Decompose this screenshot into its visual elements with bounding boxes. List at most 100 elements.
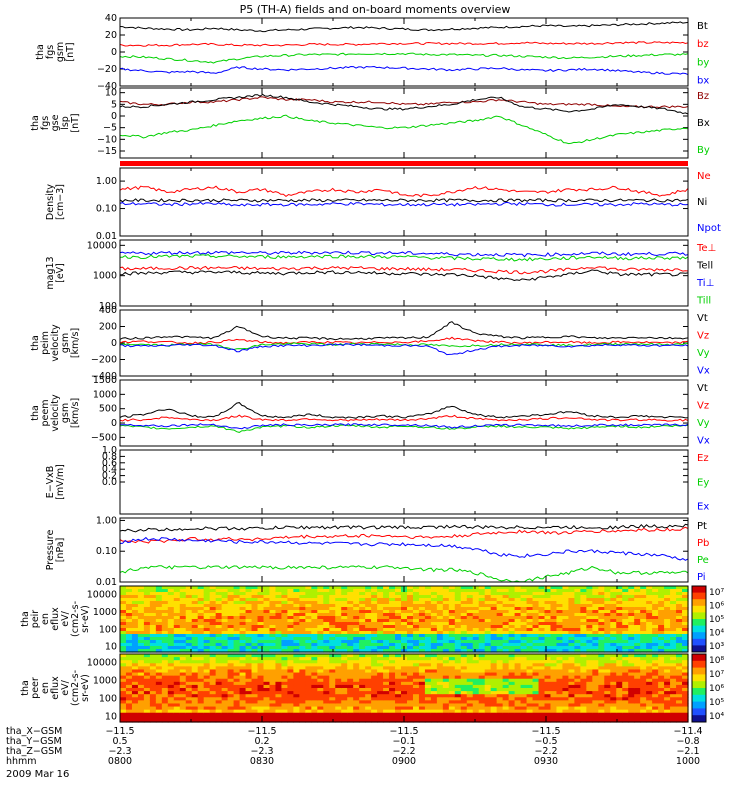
spectrogram-cell (514, 712, 522, 717)
spectrogram-cell (191, 607, 199, 611)
spectrogram-cell (173, 616, 181, 620)
spectrogram-cell (412, 643, 420, 647)
spectrogram-cell (454, 646, 462, 650)
spectrogram-cell (347, 678, 354, 683)
spectrogram-cell (251, 718, 259, 723)
spectrogram-cell (353, 601, 360, 605)
spectrogram-cell (281, 640, 289, 644)
spectrogram-cell (197, 637, 205, 641)
spectrogram-cell (335, 718, 342, 723)
spectrogram-cell (149, 616, 157, 620)
spectrogram-cell (406, 663, 414, 667)
spectrogram-cell (496, 640, 504, 644)
spectrogram-cell (664, 691, 671, 695)
spectrogram-cell (478, 718, 486, 723)
spectrogram-cell (460, 703, 468, 708)
spectrogram-cell (353, 715, 360, 720)
legend-label-Vx: Vx (697, 436, 710, 447)
spectrogram-cell (395, 697, 402, 701)
spectrogram-cell (676, 718, 683, 723)
spectrogram-cell (508, 613, 516, 617)
spectrogram-cell (628, 592, 635, 596)
spectrogram-cell (478, 709, 486, 714)
spectrogram-cell (424, 595, 432, 599)
spectrogram-cell (460, 684, 468, 689)
spectrogram-cell (490, 703, 498, 708)
spectrogram-cell (281, 660, 289, 664)
spectrogram-cell (592, 694, 599, 698)
spectrogram-cell (436, 640, 444, 644)
spectrogram-cell (556, 675, 564, 680)
colorbar-cell (692, 701, 706, 704)
spectrogram-cell (640, 625, 647, 629)
spectrogram-cell (538, 643, 546, 647)
spectrogram-cell (664, 595, 671, 599)
y-tick-label: 100 (99, 301, 117, 312)
colorbar-cell (692, 669, 706, 672)
spectrogram-cell (311, 688, 318, 692)
spectrogram-cell (646, 678, 653, 683)
spectrogram-cell (514, 657, 522, 661)
spectrogram-cell (251, 598, 259, 602)
spectrogram-cell (496, 610, 504, 614)
spectrogram-cell (155, 625, 163, 629)
spectrogram-cell (676, 628, 683, 632)
spectrogram-cell (371, 715, 378, 720)
spectrogram-cell (365, 678, 372, 683)
spectrogram-cell (544, 631, 552, 635)
spectrogram-cell (472, 604, 480, 608)
spectrogram-cell (221, 628, 229, 632)
spectrogram-cell (179, 589, 187, 593)
spectrogram-cell (263, 595, 271, 599)
spectrogram-cell (538, 616, 546, 620)
spectrogram-cell (676, 601, 683, 605)
spectrogram-cell (293, 592, 300, 596)
spectrogram-cell (347, 703, 354, 708)
spectrogram-cell (137, 672, 145, 677)
spectrogram-cell (418, 697, 426, 701)
spectrogram-cell (377, 666, 384, 671)
spectrogram-cell (460, 589, 468, 593)
spectrogram-cell (652, 637, 659, 641)
spectrogram-cell (209, 657, 217, 661)
spectrogram-cell (269, 631, 277, 635)
spectrogram-cell (347, 607, 354, 611)
colorbar-cell (692, 703, 706, 706)
spectrogram-cell (472, 697, 480, 701)
spectrogram-cell (436, 669, 444, 674)
spectrogram-cell (598, 672, 605, 677)
spectrogram-cell (430, 669, 438, 674)
spectrogram-cell (335, 646, 342, 650)
spectrogram-cell (281, 718, 289, 723)
spectrogram-cell (395, 625, 402, 629)
spectrogram-cell (371, 703, 378, 708)
colorbar-cell (692, 627, 706, 630)
colorbar-cell (692, 684, 706, 687)
spectrogram-cell (514, 672, 522, 677)
spectrogram-cell (412, 709, 420, 714)
spectrogram-cell (275, 625, 283, 629)
spectrogram-cell (472, 619, 480, 623)
spectrogram-cell (245, 657, 253, 661)
spectrogram-cell (652, 625, 659, 629)
spectrogram-cell (281, 700, 289, 705)
spectrogram-cell (347, 637, 354, 641)
spectrogram-cell (167, 646, 175, 650)
spectrogram-cell (682, 631, 689, 635)
spectrogram-cell (460, 637, 468, 641)
spectrogram-cell (149, 718, 157, 723)
spectrogram-cell (574, 592, 581, 596)
spectrogram-cell (598, 700, 605, 705)
spectrogram-cell (424, 697, 432, 701)
spectrogram-cell (604, 684, 611, 689)
spectrogram-cell (245, 715, 253, 720)
legend-label-Pb: Pb (697, 538, 709, 549)
spectrogram-cell (167, 657, 175, 661)
spectrogram-cell (628, 613, 635, 617)
spectrogram-cell (161, 675, 169, 680)
spectrogram-cell (484, 675, 492, 680)
spectrogram-cell (311, 691, 318, 695)
spectrogram-cell (604, 718, 611, 723)
spectrogram-cell (526, 678, 534, 683)
spectrogram-cell (335, 598, 342, 602)
